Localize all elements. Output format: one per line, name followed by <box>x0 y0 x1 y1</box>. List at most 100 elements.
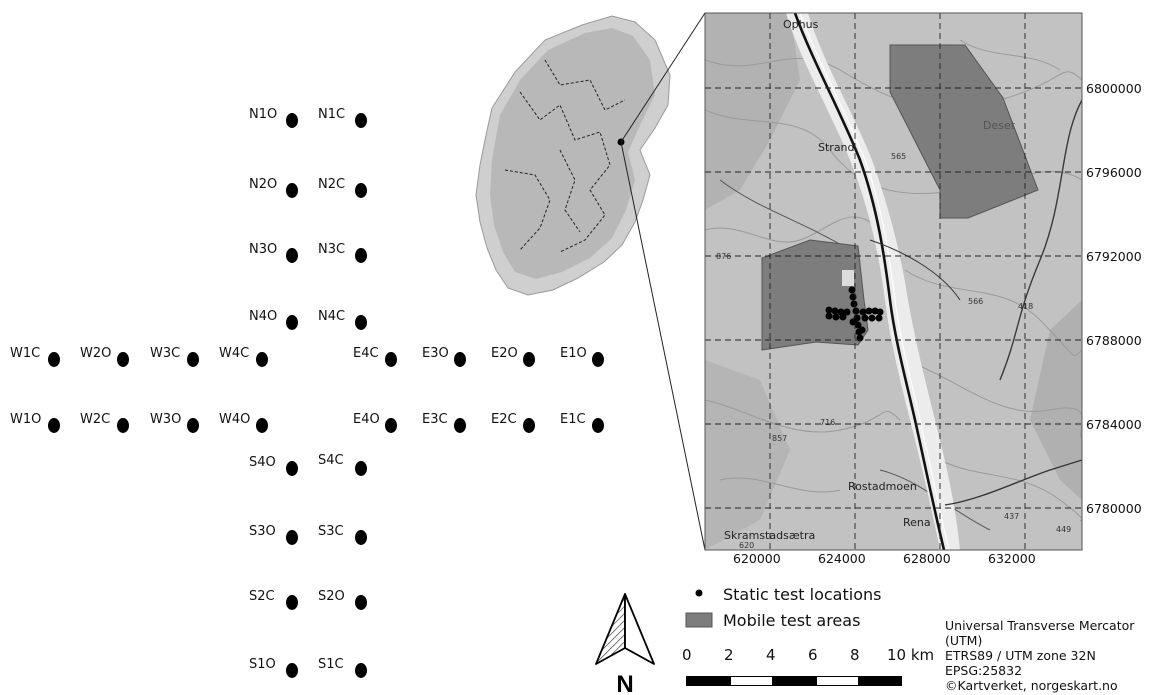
test-point-marker <box>355 248 367 263</box>
test-point-marker <box>117 418 129 433</box>
test-point-label: S1O <box>249 657 276 672</box>
test-point-label: N1C <box>318 107 346 122</box>
test-point-marker <box>355 530 367 545</box>
test-point-label: S2O <box>318 589 345 604</box>
test-point-marker <box>48 352 60 367</box>
spot-height: 565 <box>891 152 907 161</box>
y-tick-label: 6784000 <box>1086 417 1142 432</box>
test-point-label: E4O <box>353 412 380 427</box>
test-point-marker <box>286 315 298 330</box>
test-point-label: S2C <box>249 589 275 604</box>
place-deset: Deset <box>983 119 1016 132</box>
test-point-marker <box>286 530 298 545</box>
mobile-test-area-south <box>761 239 869 351</box>
test-point-label: S1C <box>318 657 344 672</box>
test-point-marker <box>355 595 367 610</box>
crs-line: ETRS89 / UTM zone 32N <box>945 648 1096 663</box>
test-point-marker <box>187 352 199 367</box>
place-rena: Rena <box>903 516 931 529</box>
place-strand: Strand <box>818 141 855 154</box>
scale-segment <box>773 676 816 686</box>
test-point-marker <box>256 352 268 367</box>
test-point-marker <box>355 315 367 330</box>
test-point-label: S4C <box>318 453 344 468</box>
test-point-marker <box>355 183 367 198</box>
test-point-marker <box>355 461 367 476</box>
test-point-marker <box>117 352 129 367</box>
spot-height: 620 <box>739 541 755 550</box>
crs-line: ©Kartverket, norgeskart.no <box>945 678 1118 693</box>
norway-inset-map <box>475 15 671 296</box>
test-point-marker <box>355 663 367 678</box>
spot-height: 857 <box>772 434 788 443</box>
coordinate-grid <box>705 13 1082 550</box>
test-point-label: E1O <box>560 346 587 361</box>
test-point-marker <box>286 461 298 476</box>
test-point-label: W4C <box>219 346 250 361</box>
test-point-marker <box>385 418 397 433</box>
scale-label: 4 <box>766 646 776 664</box>
test-point-marker <box>48 418 60 433</box>
scale-segment <box>859 676 902 686</box>
spot-height: 716 <box>820 418 836 427</box>
test-point-marker <box>355 113 367 128</box>
legend-static-label: Static test locations <box>723 585 882 604</box>
test-point-label: W2C <box>80 412 111 427</box>
crs-line: Universal Transverse Mercator <box>945 618 1135 633</box>
scale-label: 0 <box>682 646 692 664</box>
crs-line: (UTM) <box>945 633 983 648</box>
test-point-label: E4C <box>353 346 379 361</box>
test-point-label: S3C <box>318 524 344 539</box>
test-point-marker <box>523 352 535 367</box>
place-rostadmoen: Rostadmoen <box>848 480 917 493</box>
spot-height: 566 <box>968 297 984 306</box>
test-point-marker <box>187 418 199 433</box>
spot-height: 437 <box>1004 512 1020 521</box>
test-point-label: W1C <box>10 346 41 361</box>
scale-label: 2 <box>724 646 734 664</box>
test-point-marker <box>286 183 298 198</box>
test-point-label: E1C <box>560 412 586 427</box>
test-point-label: S4O <box>249 455 276 470</box>
legend-mobile-symbol <box>685 612 713 628</box>
scale-label: 10 km <box>887 646 935 664</box>
crs-info: Universal Transverse Mercator (UTM) ETRS… <box>945 618 1134 693</box>
test-point-marker <box>286 113 298 128</box>
place-skramstadsaetra: Skramstadsætra <box>724 529 816 542</box>
place-ophus: Ophus <box>783 18 819 31</box>
test-point-label: W3O <box>150 412 182 427</box>
test-point-label: E3C <box>422 412 448 427</box>
test-point-marker <box>286 663 298 678</box>
y-tick-label: 6788000 <box>1086 333 1142 348</box>
test-point-label: W2O <box>80 346 112 361</box>
scale-segment <box>686 676 730 686</box>
test-point-label: N4C <box>318 309 346 324</box>
spot-height: 449 <box>1056 525 1072 534</box>
scale-label: 6 <box>808 646 818 664</box>
spot-height: 876 <box>716 252 732 261</box>
test-point-marker <box>454 352 466 367</box>
test-point-label: W3C <box>150 346 181 361</box>
scale-label: 8 <box>850 646 860 664</box>
test-point-label: N4O <box>249 309 278 324</box>
legend-static-symbol <box>695 589 703 597</box>
test-point-marker <box>592 352 604 367</box>
north-arrow-icon <box>595 593 655 665</box>
test-point-label: W4O <box>219 412 251 427</box>
test-point-label: N3O <box>249 242 278 257</box>
test-point-label: N3C <box>318 242 346 257</box>
test-point-label: N1O <box>249 107 278 122</box>
topographic-map <box>705 13 1082 550</box>
x-tick-label: 624000 <box>818 551 866 566</box>
test-point-label: E2O <box>491 346 518 361</box>
test-point-marker <box>592 418 604 433</box>
y-tick-label: 6780000 <box>1086 501 1142 516</box>
x-tick-label: 620000 <box>733 551 781 566</box>
test-point-label: N2C <box>318 177 346 192</box>
x-tick-label: 628000 <box>903 551 951 566</box>
test-point-label: E2C <box>491 412 517 427</box>
y-tick-label: 6800000 <box>1086 81 1142 96</box>
scale-segment <box>816 676 859 686</box>
test-point-label: S3O <box>249 524 276 539</box>
